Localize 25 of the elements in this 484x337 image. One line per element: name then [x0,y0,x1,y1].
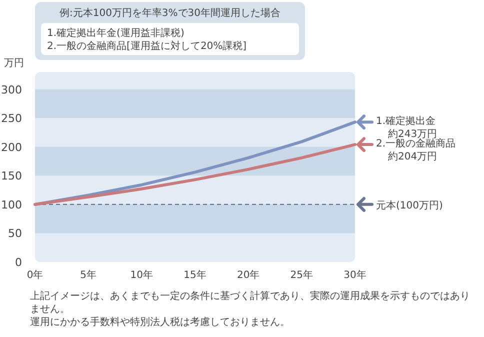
y-tick-label: 300 [1,83,22,96]
y-tick-label: 200 [1,140,22,154]
chart-subtitle: 1.確定拠出年金(運用益非課税) 2.一般の金融商品[運用益に対して20%課税] [47,27,247,52]
y-tick-label: 150 [1,170,22,183]
text: 約204万円 [388,152,438,163]
header: 例:元本100万円を年率3%で30年間運用した場合 1.確定拠出年金(運用益非課税) 2.一般の金融商品[運用益に対して20%課税] [35,2,305,60]
chart-title: 例:元本100万円を年率3%で30年間運用した場合 [59,7,281,19]
x-tick-label: 20年 [236,269,260,281]
y-tick-label: 100 [1,198,22,212]
y-axis-title: 万円 [4,58,24,69]
y-tick-label: 0 [15,256,22,269]
x-tick-label: 25年 [290,269,314,281]
x-tick-label: 10年 [130,269,154,281]
x-tick-label: 15年 [184,269,206,281]
legend-label: 2.一般の金融商品 [376,138,456,150]
y-tick-label: 250 [1,112,22,126]
y-tick-label: 50 [8,227,22,240]
text: 運用にかかる手数料や特別法人税は考慮しておりません。 [30,316,291,329]
x-tick-label: 30年 [344,269,366,281]
ref-line-label: 元本(100万円) [376,199,443,212]
line-series [34,143,356,206]
text: 上記イメージは、あくまでも一定の条件に基づく計算であり、実際の運用成果を示すものではありません。 [30,290,470,316]
x-tick-label: 5年 [80,269,97,281]
legend-label: 1.確定拠出金 [376,115,436,128]
x-tick-label: 0年 [26,269,44,281]
